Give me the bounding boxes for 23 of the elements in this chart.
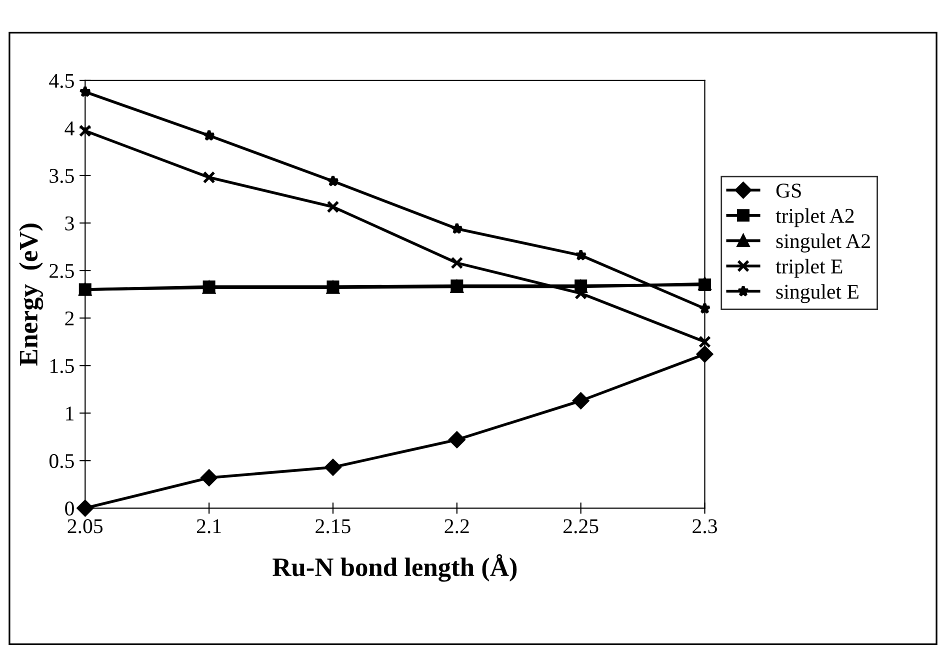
y-tick-label: 2 [65,311,74,326]
legend-label: singulet E [776,284,858,304]
y-axis-title: Energy (eV) [18,224,44,366]
y-tick-label: 1 [66,406,74,420]
x-tick-label: 2.15 [316,519,350,534]
y-tick-label: 4.5 [49,74,74,88]
legend-label: singulet A2 [776,234,870,252]
legend-label: triplet A2 [776,208,854,228]
y-tick-label: 3 [65,216,74,230]
y-tick-label: 2.5 [50,264,74,278]
y-tick-label: 3.5 [50,168,74,184]
x-tick-label: 2.05 [68,519,103,534]
x-axis-title: Ru-N bond length (Å) [272,554,517,582]
x-tick-label: 2.3 [692,519,717,534]
x-tick-label: 2.1 [196,519,221,534]
legend-label: GS [776,184,801,198]
y-tick-label: 4 [64,121,74,136]
y-tick-label: 1.5 [50,359,74,374]
y-tick-label: 0.5 [49,454,74,468]
y-tick-label: 0 [65,502,74,516]
x-tick-label: 2.25 [564,519,598,534]
legend-label: triplet E [776,258,842,278]
x-tick-label: 2.2 [444,519,469,534]
